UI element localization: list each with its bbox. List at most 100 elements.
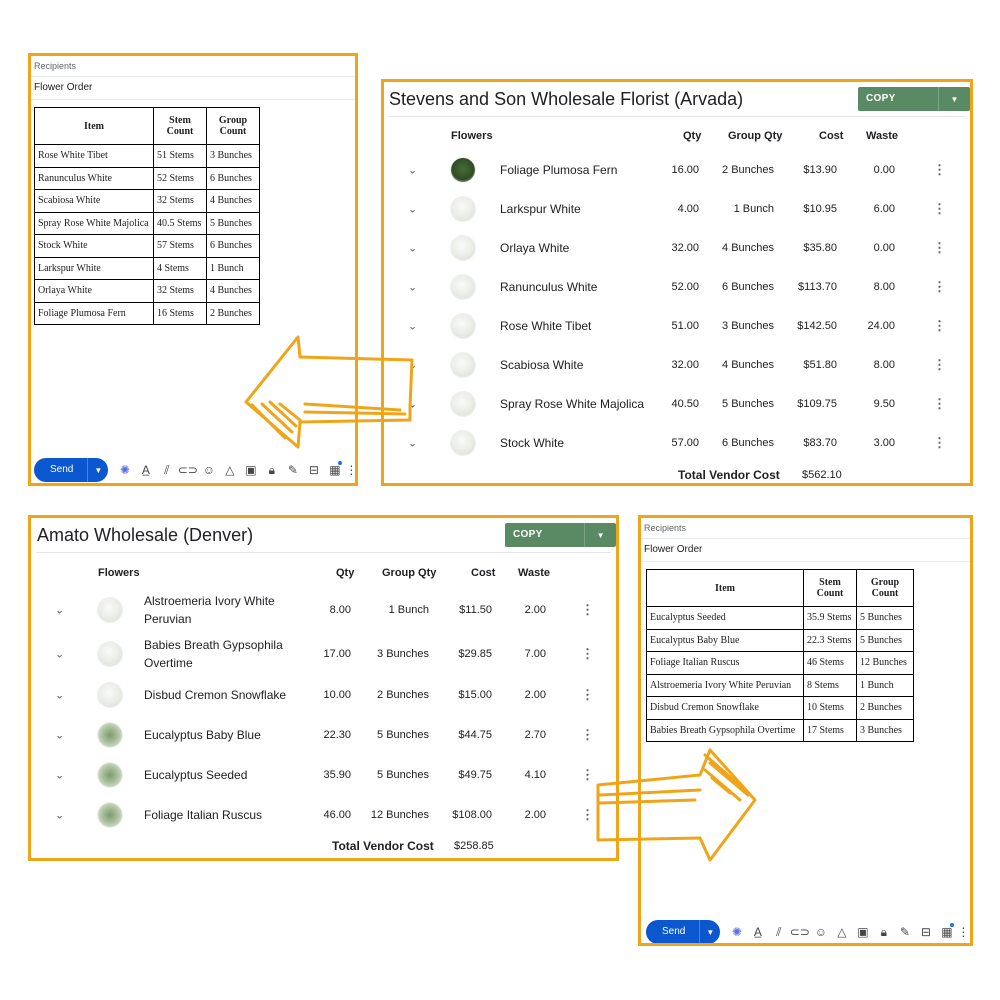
pen-icon[interactable]: ✎ (287, 463, 298, 477)
expand-chevron-icon[interactable]: ⌄ (408, 437, 418, 449)
expand-chevron-icon[interactable]: ⌄ (55, 604, 65, 617)
table-row: ⌄ Eucalyptus Seeded 35.90 5 Bunches $49.75 4.… (31, 755, 616, 794)
schedule-icon[interactable]: ▦ (329, 461, 343, 477)
header-cost: Cost (819, 130, 844, 142)
drive-icon[interactable]: △ (225, 463, 235, 477)
group-qty-value: 1 Bunch (388, 604, 429, 616)
notification-dot (338, 461, 343, 465)
row-menu-icon[interactable]: ⋮ (581, 766, 594, 782)
waste-value: 0.00 (873, 163, 895, 176)
cell-stem-count: 22.3 Stems (803, 628, 857, 652)
expand-chevron-icon[interactable]: ⌄ (55, 809, 65, 821)
copy-table-button[interactable]: COPY TABLE ▼ (858, 87, 970, 128)
text-format-icon[interactable]: A̲ (753, 925, 762, 939)
pen-icon[interactable]: ✎ (899, 925, 910, 939)
cell-item: Orlaya White (34, 279, 154, 303)
photo-icon[interactable]: ▣ (857, 925, 869, 939)
notification-dot (950, 923, 955, 927)
row-menu-icon[interactable]: ⋮ (933, 200, 946, 216)
flower-thumbnail (98, 762, 122, 787)
header-flowers: Flowers (451, 130, 493, 142)
copy-table-button[interactable]: COPY TABLE ▼ (505, 523, 616, 564)
table-row: ⌄ Ranunculus White 52.00 6 Bunches $113.70 8.… (384, 267, 970, 306)
expand-chevron-icon[interactable]: ⌄ (55, 729, 65, 741)
group-qty-value: 2 Bunches (377, 689, 429, 701)
group-qty-value: 2 Bunches (722, 163, 774, 176)
cost-value: $113.70 (798, 280, 837, 293)
group-qty-value: 4 Bunches (722, 241, 774, 254)
row-menu-icon[interactable]: ⋮ (933, 434, 946, 450)
send-button[interactable]: Send ▼ (646, 920, 721, 943)
subject-field[interactable]: Flower Order (641, 539, 970, 562)
row-menu-icon[interactable]: ⋮ (933, 278, 946, 294)
group-qty-value: 12 Bunches (370, 808, 429, 821)
expand-chevron-icon[interactable]: ⌄ (55, 648, 65, 661)
drive-icon[interactable]: △ (837, 925, 847, 939)
gemini-sparkle-icon[interactable]: ✺ (731, 925, 742, 939)
layout-icon[interactable]: ⊟ (920, 925, 931, 939)
link-icon[interactable]: ⊂⊃ (789, 925, 810, 939)
layout-icon[interactable]: ⊟ (308, 463, 319, 477)
cost-value: $49.75 (458, 768, 492, 781)
row-menu-icon[interactable]: ⋮ (933, 356, 946, 372)
row-menu-icon[interactable]: ⋮ (581, 602, 594, 617)
subject-field[interactable]: Flower Order (31, 77, 355, 100)
group-qty-value: 3 Bunches (722, 319, 774, 332)
flower-name: Disbud Cremon Snowflake (144, 688, 287, 702)
table-row: ⌄ Larkspur White 4.00 1 Bunch $10.95 6.00 ⋮ (384, 189, 970, 228)
row-menu-icon[interactable]: ⋮ (581, 646, 594, 661)
row-menu-icon[interactable]: ⋮ (933, 161, 946, 177)
cost-value: $83.70 (803, 436, 837, 449)
attach-icon[interactable]: ⫽ (164, 462, 170, 477)
attach-icon[interactable]: ⫽ (776, 924, 782, 939)
expand-chevron-icon[interactable]: ⌄ (408, 281, 418, 293)
col-group-count: Group Count (206, 107, 260, 145)
expand-chevron-icon[interactable]: ⌄ (55, 769, 65, 781)
flower-thumbnail (451, 391, 475, 416)
emoji-icon[interactable]: ☺ (814, 925, 827, 939)
emoji-icon[interactable]: ☺ (202, 463, 215, 477)
expand-chevron-icon[interactable]: ⌄ (408, 398, 418, 410)
gemini-sparkle-icon[interactable]: ✺ (119, 463, 130, 477)
recipients-field[interactable]: Recipients (641, 518, 970, 539)
cell-stem-count: 17 Stems (803, 718, 857, 742)
row-menu-icon[interactable]: ⋮ (581, 687, 594, 702)
cell-stem-count: 32 Stems (153, 189, 207, 213)
compose-toolbar: Send ▼ ✺ A̲ ⫽ ⊂⊃ ☺ △ ▣ 🔒︎ ✎ ⊟ ▦ ⋮ (646, 920, 970, 943)
table-row: Eucalyptus Baby Blue 22.3 Stems 5 Bunches (646, 628, 914, 652)
expand-chevron-icon[interactable]: ⌄ (408, 359, 418, 371)
recipients-field[interactable]: Recipients (31, 56, 355, 77)
waste-value: 2.00 (524, 808, 546, 821)
expand-chevron-icon[interactable]: ⌄ (55, 689, 65, 702)
cell-group-count: 5 Bunches (856, 606, 914, 630)
more-vert-icon[interactable]: ⋮ (345, 463, 358, 477)
schedule-icon[interactable]: ▦ (941, 923, 955, 939)
flower-thumbnail (451, 235, 475, 260)
expand-chevron-icon[interactable]: ⌄ (408, 203, 418, 215)
cell-stem-count: 4 Stems (153, 256, 207, 280)
expand-chevron-icon[interactable]: ⌄ (408, 242, 418, 254)
send-options-icon[interactable]: ▼ (87, 458, 108, 482)
table-row: Disbud Cremon Snowflake 10 Stems 2 Bunches (646, 696, 914, 720)
send-options-icon[interactable]: ▼ (699, 920, 720, 943)
cell-group-count: 1 Bunch (856, 673, 914, 697)
text-format-icon[interactable]: A̲ (141, 463, 150, 477)
lock-icon[interactable]: 🔒︎ (268, 462, 276, 477)
more-vert-icon[interactable]: ⋮ (957, 925, 970, 939)
group-qty-value: 5 Bunches (377, 728, 429, 741)
lock-icon[interactable]: 🔒︎ (880, 924, 888, 939)
row-menu-icon[interactable]: ⋮ (581, 726, 594, 742)
row-menu-icon[interactable]: ⋮ (933, 395, 946, 411)
row-menu-icon[interactable]: ⋮ (933, 317, 946, 333)
qty-value: 16.00 (671, 163, 699, 176)
expand-chevron-icon[interactable]: ⌄ (408, 164, 418, 176)
expand-chevron-icon[interactable]: ⌄ (408, 320, 418, 332)
row-menu-icon[interactable]: ⋮ (581, 806, 594, 822)
copy-options-icon[interactable]: ▼ (584, 523, 616, 547)
row-menu-icon[interactable]: ⋮ (933, 239, 946, 255)
col-item: Item (646, 569, 804, 607)
send-button[interactable]: Send ▼ (34, 458, 109, 482)
link-icon[interactable]: ⊂⊃ (177, 463, 198, 477)
photo-icon[interactable]: ▣ (245, 463, 257, 477)
copy-options-icon[interactable]: ▼ (938, 87, 970, 111)
